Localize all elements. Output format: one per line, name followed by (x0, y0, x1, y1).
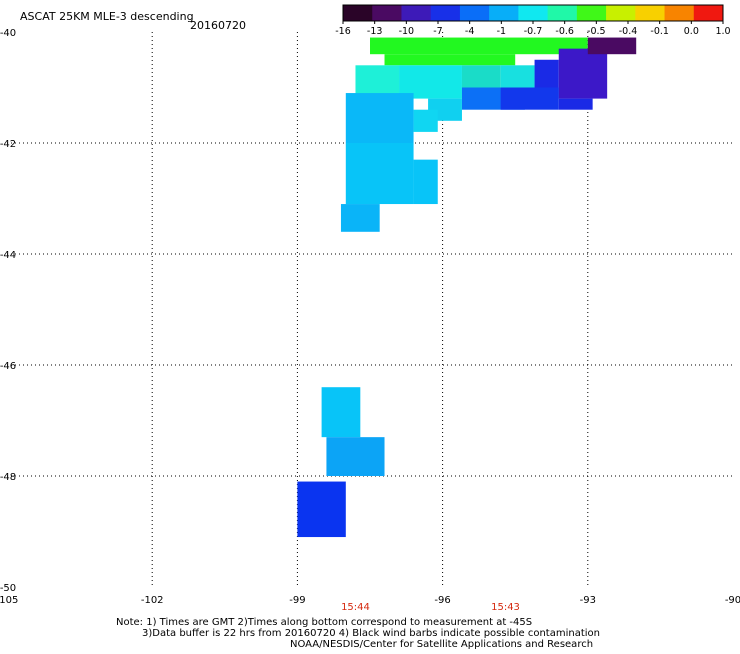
x-tick-label: -99 (289, 595, 305, 606)
colorbar-segment (606, 5, 636, 21)
colorbar-segment (547, 5, 578, 21)
x-tick-label: -96 (434, 595, 450, 606)
x-tick-label: -102 (141, 595, 164, 606)
data-cell (340, 204, 380, 232)
colorbar-label: -0.1 (650, 26, 669, 37)
colorbar-label: 1.0 (715, 26, 730, 37)
colorbar-segment (693, 5, 724, 21)
data-cell (461, 65, 501, 88)
x-tick-label: -93 (580, 595, 596, 606)
data-cell (345, 143, 414, 205)
note-line-1: Note: 1) Times are GMT 2)Times along bot… (116, 617, 532, 628)
colorbar-segment (576, 5, 607, 21)
grid (7, 32, 733, 587)
y-tick-label: -50 (0, 583, 16, 594)
note-line-2: 3)Data buffer is 22 hrs from 20160720 4)… (142, 628, 600, 639)
data-cells (297, 37, 637, 538)
colorbar-segment (664, 5, 695, 21)
colorbar-label: -13 (367, 26, 383, 37)
data-cell (321, 387, 361, 438)
colorbar: -16 -13 -10 -7 -4 -1 -0.7 -0.6 -0.5 -0.4 -0.1 0.0 1.… (335, 4, 731, 37)
y-tick-label: -44 (0, 250, 16, 261)
colorbar-segment (430, 5, 461, 21)
y-tick-label: -46 (0, 361, 16, 372)
data-cell (370, 37, 588, 55)
data-cell (558, 98, 593, 110)
data-cell (558, 48, 608, 99)
data-cell (500, 87, 559, 110)
time-label: 15:44 (341, 602, 370, 613)
colorbar-label: -0.6 (555, 26, 574, 37)
colorbar-label: -16 (335, 26, 351, 37)
data-cell (384, 54, 516, 66)
y-tick-label: -48 (0, 472, 16, 483)
colorbar-label: -0.4 (619, 26, 638, 37)
data-cell (326, 437, 385, 476)
data-cell (587, 37, 637, 55)
data-cell (345, 93, 414, 143)
time-labels: 15:44 15:43 (341, 602, 520, 613)
axis-ticks: -105 -102 -99 -96 -93 -90 -40 -42 -44 -46 -48 -50 (0, 28, 740, 606)
data-cell (297, 481, 346, 538)
colorbar-segment (635, 5, 666, 21)
colorbar-label: -10 (399, 26, 415, 37)
colorbar-segment (343, 5, 373, 21)
colorbar-label: -4 (465, 26, 474, 37)
colorbar-segment (518, 5, 549, 21)
x-tick-label: -105 (0, 595, 18, 606)
colorbar-label: -1 (497, 26, 506, 37)
colorbar-segment (459, 5, 490, 21)
colorbar-label: -0.7 (524, 26, 543, 37)
chart-title: ASCAT 25KM MLE-3 descending (20, 10, 194, 23)
data-cell (413, 159, 438, 205)
x-tick-label: -90 (725, 595, 740, 606)
colorbar-label: -0.5 (587, 26, 606, 37)
colorbar-segment (489, 5, 519, 21)
data-cell (413, 109, 438, 132)
colorbar-segment (372, 5, 402, 21)
y-tick-label: -42 (0, 139, 16, 150)
time-label: 15:43 (491, 602, 520, 613)
colorbar-label: 0.0 (684, 26, 699, 37)
colorbar-segment (401, 5, 432, 21)
y-tick-label: -40 (0, 28, 16, 39)
note-line-3: NOAA/NESDIS/Center for Satellite Applica… (290, 639, 593, 650)
colorbar-label: -7 (433, 26, 442, 37)
data-cell (500, 65, 535, 88)
chart-date: 20160720 (190, 19, 246, 32)
